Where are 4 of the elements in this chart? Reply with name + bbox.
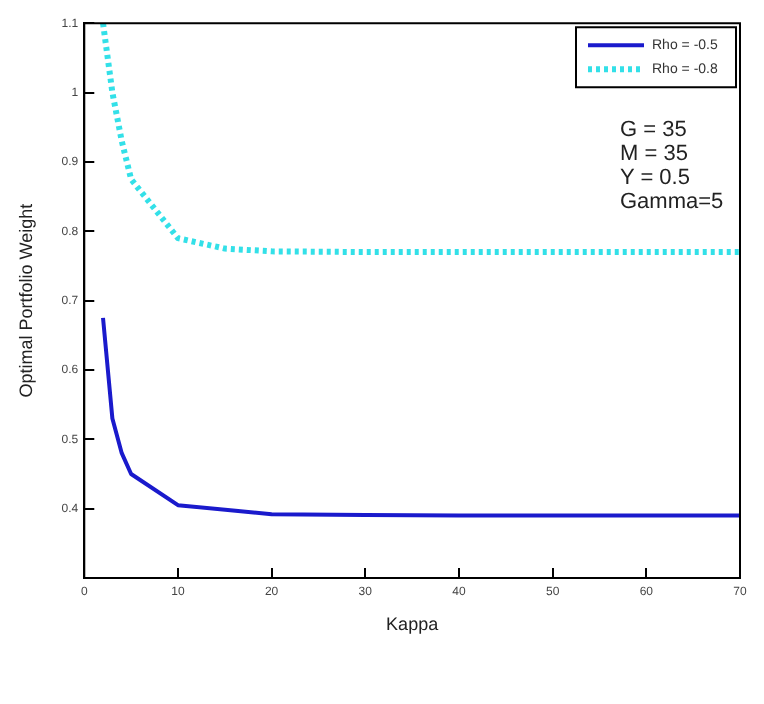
- line-series: [100, 23, 740, 256]
- y-axis-title: Optimal Portfolio Weight: [15, 202, 36, 398]
- x-axis-title: Kappa: [386, 614, 439, 635]
- annotation: G = 35 M = 35 Y = 0.5 Gamma=5: [620, 118, 724, 215]
